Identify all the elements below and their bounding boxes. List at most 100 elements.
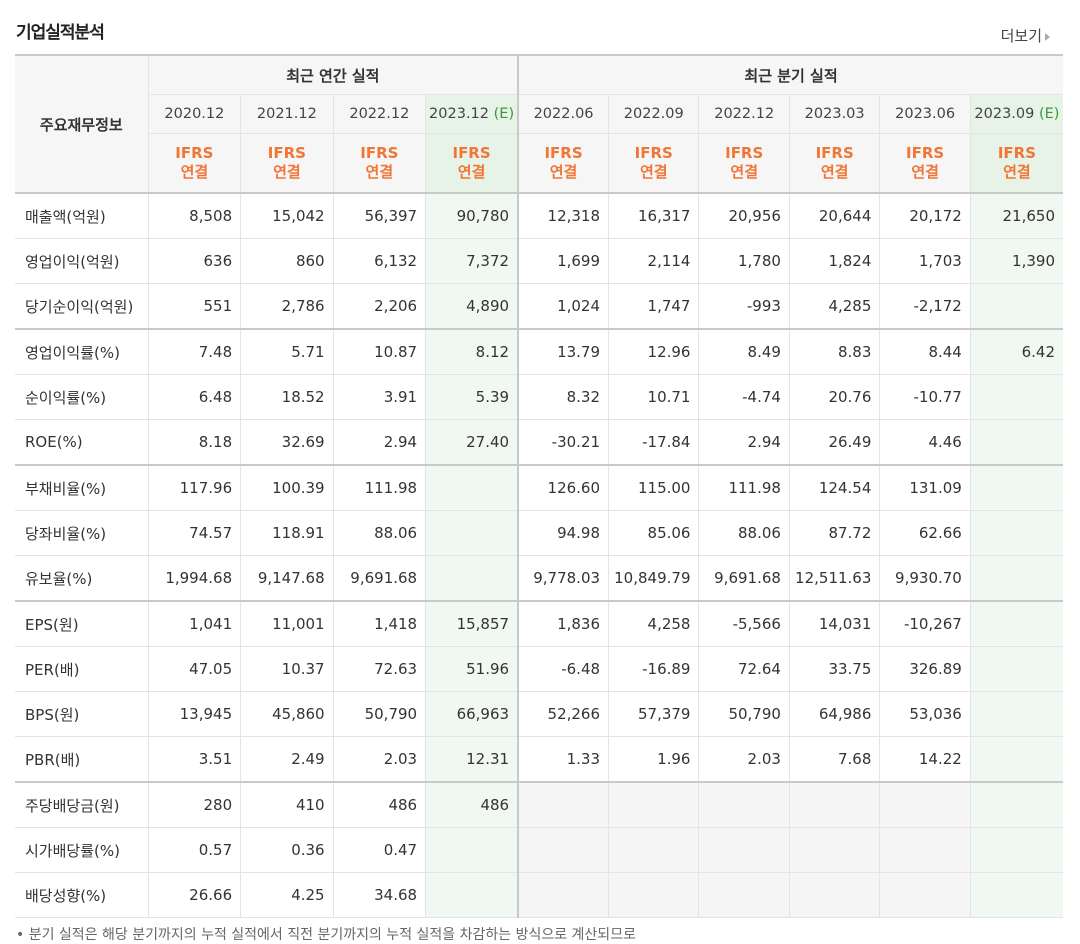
ifrs-label: IFRS — [815, 144, 854, 162]
table-cell: 74.57 — [147, 510, 241, 556]
table-cell: 72.64 — [698, 646, 790, 692]
ifrs-badge: IFRS 연결 — [969, 133, 1063, 194]
period-header: 2023.06 — [879, 94, 971, 134]
table-cell — [969, 827, 1063, 873]
table-cell: -6.48 — [517, 646, 609, 692]
table-cell — [969, 555, 1063, 602]
table-cell: 5.71 — [240, 329, 334, 375]
financial-summary-table: 주요재무정보 최근 연간 실적 최근 분기 실적 2020.12 2021.12 2… — [15, 54, 1063, 918]
consolidated-label: 연결 — [730, 163, 759, 181]
table-cell: 111.98 — [332, 465, 426, 511]
table-cell — [969, 691, 1063, 737]
period-label: 2021.12 — [256, 106, 317, 122]
table-cell: 7.68 — [788, 736, 880, 783]
row-label: 순이익률(%) — [15, 374, 149, 420]
table-cell: 111.98 — [698, 465, 790, 511]
ifrs-badge: IFRS 연결 — [332, 133, 426, 194]
table-cell: 9,930.70 — [879, 555, 971, 602]
row-label: ROE(%) — [15, 419, 149, 466]
table-cell: -2,172 — [879, 283, 971, 330]
table-cell: 57,379 — [608, 691, 699, 737]
table-cell: 12,511.63 — [788, 555, 880, 602]
table-cell — [608, 872, 699, 918]
table-cell — [698, 827, 790, 873]
table-cell: 26.49 — [788, 419, 880, 466]
table-cell: 50,790 — [698, 691, 790, 737]
table-cell — [879, 827, 971, 873]
ifrs-badge: IFRS 연결 — [240, 133, 334, 194]
ifrs-badge: IFRS 연결 — [879, 133, 971, 194]
table-row: PBR(배) 3.51 2.49 2.03 12.31 1.33 1.96 2.03 7.68 1… — [15, 736, 1063, 783]
footnote: • 분기 실적은 해당 분기까지의 누적 실적에서 직전 분기까지의 누적 실적… — [16, 927, 636, 943]
table-cell: 16,317 — [608, 193, 699, 239]
ifrs-badge: IFRS 연결 — [608, 133, 699, 194]
table-cell — [879, 782, 971, 828]
table-cell: 85.06 — [608, 510, 699, 556]
period-header: 2022.09 — [608, 94, 699, 134]
table-cell: 32.69 — [240, 419, 334, 466]
table-row: 유보율(%) 1,994.68 9,147.68 9,691.68 9,778.03 10… — [15, 555, 1063, 602]
table-cell: 100.39 — [240, 465, 334, 511]
table-cell: 10.87 — [332, 329, 426, 375]
table-cell — [969, 419, 1063, 466]
row-label: PER(배) — [15, 646, 149, 692]
annual-header: 최근 연간 실적 — [147, 54, 519, 95]
row-label: 유보율(%) — [15, 555, 149, 602]
row-label: 영업이익률(%) — [15, 329, 149, 375]
row-label: 당기순이익(억원) — [15, 283, 149, 330]
table-cell — [425, 510, 519, 556]
table-cell: -17.84 — [608, 419, 699, 466]
ifrs-badge: IFRS 연결 — [788, 133, 880, 194]
table-cell — [879, 872, 971, 918]
table-cell: 636 — [147, 238, 241, 284]
table-cell: 62.66 — [879, 510, 971, 556]
period-label: 2022.09 — [623, 106, 684, 122]
consolidated-label: 연결 — [549, 163, 578, 181]
table-cell: 72.63 — [332, 646, 426, 692]
period-header: 2022.06 — [517, 94, 609, 134]
table-cell: 8.44 — [879, 329, 971, 375]
table-row: 부채비율(%) 117.96 100.39 111.98 126.60 115.00 111… — [15, 465, 1063, 511]
table-cell: 4,285 — [788, 283, 880, 330]
table-cell: 8.18 — [147, 419, 241, 466]
table-row: EPS(원) 1,041 11,001 1,418 15,857 1,836 4,258 -5… — [15, 601, 1063, 647]
period-label: 2020.12 — [164, 106, 225, 122]
table-row: 배당성향(%) 26.66 4.25 34.68 — [15, 872, 1063, 918]
more-link[interactable]: 더보기 — [1001, 25, 1050, 46]
table-cell: 7.48 — [147, 329, 241, 375]
table-row: 매출액(억원) 8,508 15,042 56,397 90,780 12,318 16,3… — [15, 193, 1063, 239]
table-cell: 87.72 — [788, 510, 880, 556]
table-cell: -16.89 — [608, 646, 699, 692]
table-cell: 10,849.79 — [608, 555, 699, 602]
period-header: 2022.12 — [332, 94, 426, 134]
table-cell: 118.91 — [240, 510, 334, 556]
period-label: 2023.12 — [429, 106, 490, 122]
table-cell — [969, 283, 1063, 330]
period-header: 2021.12 — [240, 94, 334, 134]
table-cell — [425, 827, 519, 873]
chevron-right-icon — [1045, 32, 1050, 41]
table-cell: 64,986 — [788, 691, 880, 737]
table-cell: 4.46 — [879, 419, 971, 466]
table-cell: 52,266 — [517, 691, 609, 737]
table-cell: -993 — [698, 283, 790, 330]
table-cell: 1,780 — [698, 238, 790, 284]
table-cell — [969, 646, 1063, 692]
table-cell: 410 — [240, 782, 334, 828]
table-row: 당기순이익(억원) 551 2,786 2,206 4,890 1,024 1,747 -99… — [15, 283, 1063, 330]
table-cell: 1,994.68 — [147, 555, 241, 602]
row-label: 배당성향(%) — [15, 872, 149, 918]
period-header: 2022.12 — [698, 94, 790, 134]
table-cell — [425, 555, 519, 602]
table-cell: 4,258 — [608, 601, 699, 647]
table-cell: 551 — [147, 283, 241, 330]
table-cell: 8.12 — [425, 329, 519, 375]
table-cell: 2.94 — [698, 419, 790, 466]
table-cell: -5,566 — [698, 601, 790, 647]
table-cell: 126.60 — [517, 465, 609, 511]
table-cell: 10.71 — [608, 374, 699, 420]
table-cell: 10.37 — [240, 646, 334, 692]
table-cell — [969, 601, 1063, 647]
table-cell: 12.96 — [608, 329, 699, 375]
row-label: 부채비율(%) — [15, 465, 149, 511]
